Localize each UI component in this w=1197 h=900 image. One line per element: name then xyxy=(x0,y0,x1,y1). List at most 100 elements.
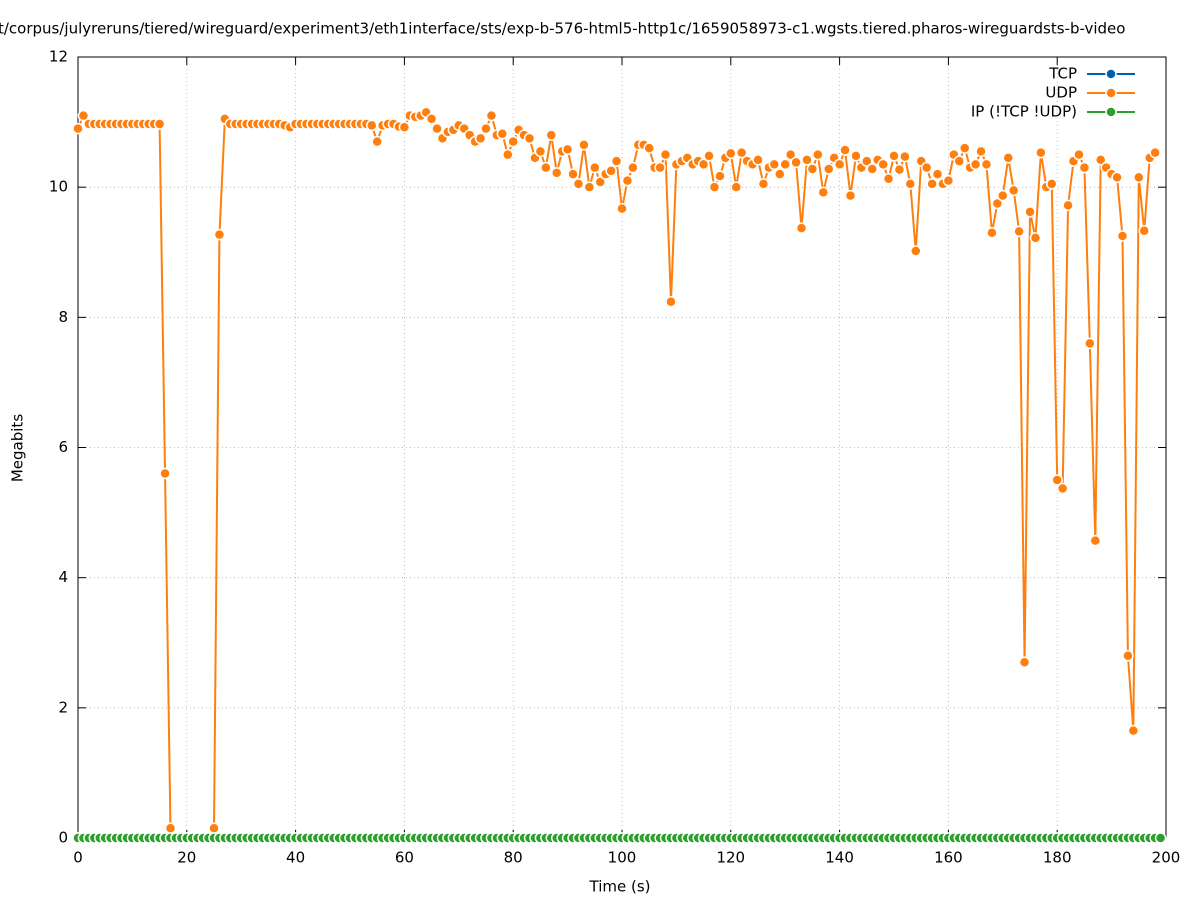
data-point xyxy=(1024,206,1036,218)
data-point xyxy=(795,222,808,234)
data-point xyxy=(164,822,177,834)
data-point xyxy=(861,155,873,167)
data-point xyxy=(975,145,987,158)
data-point xyxy=(708,181,721,193)
data-point xyxy=(888,150,900,162)
data-point xyxy=(774,168,786,180)
x-tick-label: 160 xyxy=(934,849,963,867)
data-point xyxy=(1149,146,1161,159)
data-point xyxy=(583,181,596,193)
data-point xyxy=(545,129,558,141)
data-point xyxy=(926,178,938,190)
legend-label: IP (!TCP !UDP) xyxy=(971,103,1077,121)
data-point xyxy=(866,163,878,175)
data-point xyxy=(1018,656,1031,669)
data-point xyxy=(784,148,797,161)
x-tick-label: 80 xyxy=(504,849,523,867)
legend-marker xyxy=(1105,106,1117,118)
data-point xyxy=(1122,650,1134,662)
data-point xyxy=(665,295,677,308)
series-line xyxy=(77,111,1156,839)
data-point xyxy=(1062,199,1074,212)
data-point xyxy=(208,822,220,834)
data-point xyxy=(534,145,547,158)
y-tick-label: 12 xyxy=(49,48,68,66)
data-point xyxy=(507,135,519,148)
data-point xyxy=(1078,161,1091,174)
y-tick-label: 0 xyxy=(58,829,68,847)
data-point xyxy=(572,178,585,190)
data-point xyxy=(1116,230,1129,242)
x-tick-label: 40 xyxy=(286,849,305,867)
data-point xyxy=(790,156,802,169)
data-point xyxy=(659,148,672,161)
data-point xyxy=(1127,724,1140,737)
data-point xyxy=(735,146,748,159)
data-point xyxy=(1046,178,1058,190)
data-point xyxy=(997,189,1009,202)
data-point xyxy=(839,144,851,156)
y-tick-label: 8 xyxy=(58,308,68,326)
legend-marker xyxy=(1105,87,1117,99)
data-point xyxy=(779,158,791,171)
data-point xyxy=(1029,232,1042,244)
data-point xyxy=(213,228,226,241)
data-point xyxy=(833,158,846,171)
x-tick-label: 140 xyxy=(825,849,854,867)
x-tick-label: 20 xyxy=(177,849,196,867)
data-point xyxy=(882,172,895,185)
data-point xyxy=(605,165,617,177)
data-point xyxy=(578,139,590,151)
data-point xyxy=(850,150,862,162)
data-point xyxy=(1154,832,1167,844)
data-point xyxy=(910,245,922,257)
data-point xyxy=(817,186,830,199)
legend-marker xyxy=(1105,68,1117,80)
data-point xyxy=(703,150,715,162)
data-point xyxy=(398,121,411,134)
data-point xyxy=(153,118,166,130)
data-point xyxy=(643,142,655,154)
data-point xyxy=(958,142,971,154)
data-point xyxy=(594,176,606,188)
data-point xyxy=(540,161,552,174)
data-point xyxy=(496,128,509,140)
data-point xyxy=(904,178,917,190)
x-tick-label: 60 xyxy=(395,849,414,867)
data-point xyxy=(1133,171,1145,184)
data-point xyxy=(371,135,383,148)
x-tick-label: 120 xyxy=(716,849,745,867)
data-point xyxy=(77,109,90,122)
data-point xyxy=(159,467,171,480)
data-point xyxy=(627,161,639,174)
data-point xyxy=(725,147,737,160)
y-tick-label: 4 xyxy=(58,568,68,586)
data-point xyxy=(801,154,813,166)
x-tick-label: 180 xyxy=(1043,849,1072,867)
data-point xyxy=(768,158,781,171)
data-point xyxy=(1035,146,1047,159)
data-point xyxy=(986,226,998,239)
data-point xyxy=(654,161,666,174)
data-point xyxy=(953,155,966,167)
data-point xyxy=(1094,154,1107,166)
data-point xyxy=(920,161,933,174)
chart-title: t/corpus/julyreruns/tiered/wireguard/exp… xyxy=(0,20,1125,38)
data-point xyxy=(523,132,536,145)
y-tick-label: 2 xyxy=(58,698,68,716)
data-point xyxy=(812,148,824,161)
data-point xyxy=(616,202,628,215)
data-point xyxy=(1089,534,1102,547)
data-point xyxy=(806,163,819,175)
x-axis-label: Time (s) xyxy=(589,878,651,896)
x-tick-label: 0 xyxy=(73,849,83,867)
data-point xyxy=(485,109,498,122)
data-point xyxy=(1138,225,1150,237)
data-point xyxy=(431,122,443,135)
data-point xyxy=(1084,337,1096,350)
data-point xyxy=(610,155,623,167)
data-point xyxy=(980,158,993,171)
data-point xyxy=(561,143,574,156)
data-point xyxy=(425,113,438,125)
